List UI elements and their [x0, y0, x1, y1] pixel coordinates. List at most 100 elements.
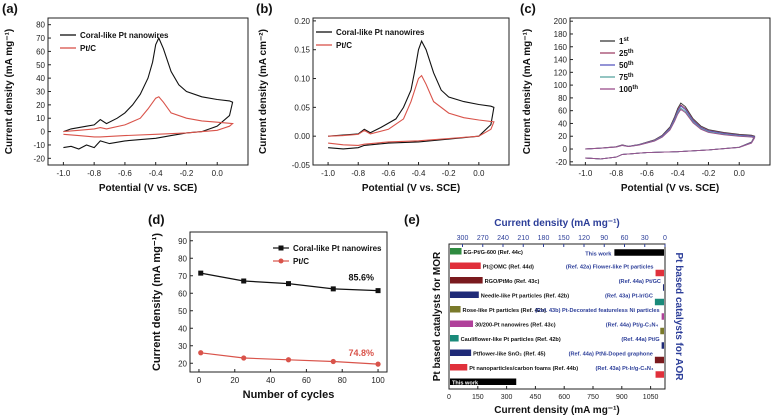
aor-bar — [662, 284, 664, 291]
y-tick-label: 80 — [558, 94, 567, 103]
mor-bar-label: Pt@OMC (Ref. 44d) — [483, 265, 534, 271]
mor-bar — [450, 262, 481, 269]
top-tick-label: 300 — [457, 235, 469, 242]
top-tick-label: 120 — [578, 235, 590, 242]
top-tick-label: 30 — [641, 235, 649, 242]
bottom-tick-label: 900 — [616, 394, 628, 401]
data-point-circle — [198, 350, 204, 356]
top-axis-title: Current density (mA mg⁻¹) — [494, 218, 619, 229]
y-axis-label: Current density (mA cm⁻²) — [258, 29, 269, 154]
y-tick-label: 0 — [563, 145, 568, 154]
cycle-number: 25 — [619, 49, 628, 58]
y-tick-label: -0.05 — [292, 161, 311, 170]
panel-label: (e) — [404, 212, 420, 227]
bottom-tick-label: 150 — [472, 394, 484, 401]
x-tick-label: -0.4 — [149, 169, 163, 178]
legend-marker — [278, 258, 284, 264]
cycle-number: 100 — [619, 85, 633, 94]
legend-label: Coral-like Pt nanowires — [336, 28, 425, 37]
x-tick-label: -0.6 — [640, 169, 654, 178]
data-point-square — [198, 270, 204, 276]
aor-bar — [655, 371, 664, 378]
bottom-tick-label: 450 — [530, 394, 542, 401]
x-tick-label: -0.2 — [702, 169, 716, 178]
legend-label: 1st — [619, 37, 629, 46]
y-tick-label: 50 — [178, 307, 187, 316]
legend-marker — [278, 245, 284, 251]
x-tick-label: 100 — [371, 376, 385, 385]
plot-frame — [312, 17, 510, 166]
mor-bar — [450, 349, 472, 356]
data-point-square — [330, 286, 336, 292]
aor-bar-label: (Ref. 42a) Flower-like Pt particles — [566, 264, 654, 270]
aor-bar-label: (Ref. 44a) PtNi-Doped graphone — [569, 351, 653, 357]
aor-bar-label: (Ref. 43a) Pt-Ir/g-C₃N₄ — [595, 366, 653, 372]
data-point-circle — [330, 358, 336, 365]
legend-label: 100th — [619, 85, 638, 94]
cycle-number: 1 — [619, 37, 624, 46]
aor-bar-label: (Ref. 44a) Pt/G — [621, 337, 659, 343]
panel-c: -1.0 -0.8 -0.6 -0.4 -0.2 0.0-2002040608010012… — [520, 1, 771, 194]
aor-bar — [654, 356, 664, 364]
y-tick-label: 50 — [36, 61, 45, 70]
mor-bar-label: Rose-like Pt particles (Ref. 42b) — [463, 308, 547, 314]
y-tick-label: 180 — [554, 30, 568, 39]
y-axis-label: Current density (mA mg⁻¹) — [151, 233, 163, 371]
y-tick-label: 160 — [554, 43, 568, 52]
plot-frame — [448, 243, 666, 390]
x-tick-label: 0.0 — [473, 169, 485, 178]
x-axis-label: Potential (V vs. SCE) — [362, 183, 460, 194]
plot-frame — [47, 17, 249, 166]
x-tick-label: -0.4 — [412, 169, 426, 178]
y-tick-label: -20 — [33, 154, 45, 163]
cycle-ordinal-suffix: th — [628, 49, 634, 55]
bottom-tick-label: 750 — [587, 394, 599, 401]
y-tick-label: 20 — [178, 359, 187, 368]
legend-label: 50th — [619, 61, 634, 70]
legend-label: Pt/C — [80, 44, 96, 53]
mor-bar — [450, 364, 468, 371]
legend-label: 75th — [619, 73, 634, 82]
bottom-tick-label: 1050 — [643, 394, 659, 401]
y-tick-label: 0.10 — [294, 75, 310, 84]
y-tick-label: 0.20 — [294, 17, 310, 26]
y-tick-label: 40 — [558, 119, 567, 128]
mor-bar-label: Needle-like Pt particles (Ref. 42b) — [481, 294, 569, 300]
right-side-title: Pt based catalysts for AOR — [673, 252, 684, 381]
x-tick-label: -0.4 — [671, 169, 685, 178]
aor-bar — [661, 313, 664, 320]
mor-bar-label: Cauliflower-like Pt particles (Ref. 42b) — [461, 337, 561, 343]
y-tick-label: -10 — [33, 141, 45, 150]
legend-label: Coral-like Pt nanowires — [80, 31, 169, 40]
cycle-line-1 — [585, 104, 756, 160]
aor-bar — [655, 269, 664, 277]
x-tick-label: -0.2 — [442, 169, 456, 178]
mor-bar-label: EG-Pt/G-600 (Ref. 44c) — [464, 250, 524, 256]
mor-bar — [450, 306, 461, 313]
aor-bar — [654, 298, 664, 306]
cycle-ordinal-suffix: th — [628, 61, 634, 67]
aor-bar — [614, 249, 664, 256]
legend-label: Coral-like Pt nanowires — [293, 244, 382, 253]
cycle-ordinal-suffix: th — [628, 73, 634, 79]
y-axis-label: Current density (mA mg⁻¹) — [522, 29, 533, 154]
x-tick-label: -0.8 — [87, 169, 101, 178]
y-tick-label: 60 — [36, 47, 45, 56]
x-tick-label: -1.0 — [321, 169, 335, 178]
cycle-line-4 — [585, 108, 756, 160]
top-tick-label: 240 — [497, 235, 509, 242]
mor-bar — [450, 248, 462, 255]
cycle-number: 75 — [619, 73, 628, 82]
cycle-line-2 — [585, 105, 756, 160]
y-tick-label: 200 — [554, 17, 568, 26]
y-tick-label: 0 — [41, 128, 46, 137]
data-point-square — [241, 278, 247, 284]
y-tick-label: 30 — [178, 342, 187, 351]
legend-label: Pt/C — [293, 257, 309, 266]
panel-label: (b) — [256, 1, 273, 16]
mor-bar — [450, 291, 479, 298]
panel-b: -1.0 -0.8 -0.6 -0.4 -0.2 0.0 -0.05 0.00 0.05 0.10… — [256, 1, 510, 194]
x-tick-label: -0.6 — [118, 169, 132, 178]
